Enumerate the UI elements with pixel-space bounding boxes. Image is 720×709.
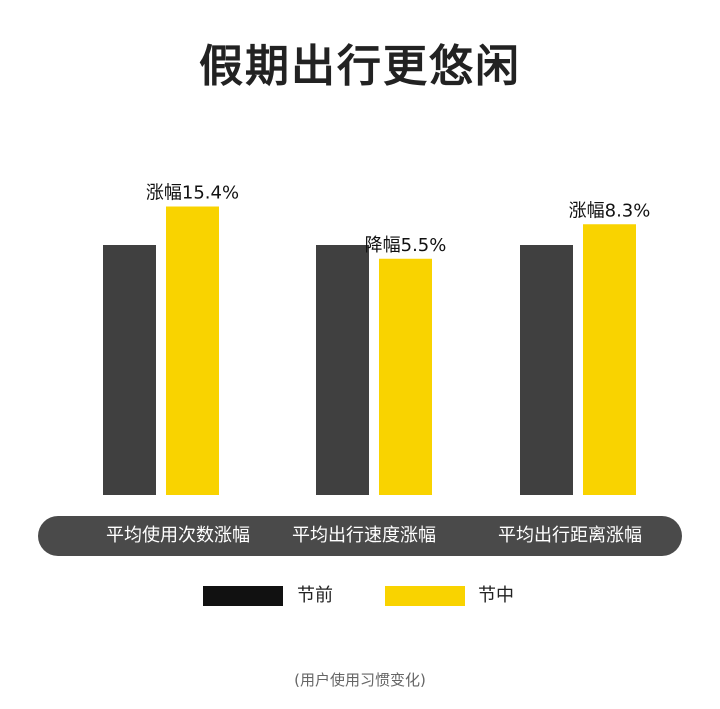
category-label-usage: 平均使用次数涨幅 [106,525,250,546]
legend-label-before: 节前 [297,585,333,606]
data-label-2: 涨幅8.3% [569,200,651,221]
category-axis-pill: 平均使用次数涨幅 平均出行速度涨幅 平均出行距离涨幅 [38,516,682,556]
data-label-1: 降幅5.5% [365,235,447,256]
legend-label-during: 节中 [478,585,514,606]
chart-title: 假期出行更悠闲 [199,41,521,92]
category-label-speed: 平均出行速度涨幅 [292,525,436,546]
bar-before-0 [103,245,156,495]
legend-swatch-before [203,586,283,606]
bar-before-1 [316,245,369,495]
legend-swatch-during [385,586,465,606]
bar-during-1 [379,258,432,495]
bar-during-2 [583,224,636,495]
data-label-0: 涨幅15.4% [146,183,239,204]
category-label-distance: 平均出行距离涨幅 [498,525,642,546]
bar-during-0 [166,206,219,495]
footnote: (用户使用习惯变化) [294,671,426,689]
bar-before-2 [520,245,573,495]
